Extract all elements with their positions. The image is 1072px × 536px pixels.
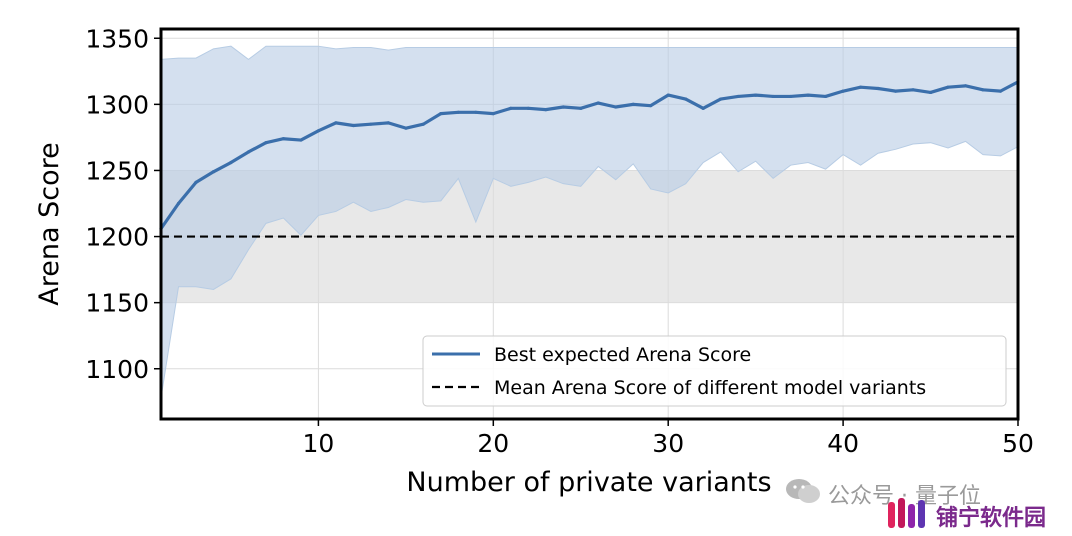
data-point [946,85,950,89]
data-point [684,97,688,101]
data-point [736,94,740,99]
plot-frame [159,27,1020,421]
series-layer [159,80,1020,231]
data-point [754,93,758,97]
data-point [596,101,600,105]
wechat-icon [786,479,820,503]
x-axis-title: Number of private variants [406,467,771,498]
data-point [841,89,845,93]
data-point [893,89,898,93]
data-point [998,89,1003,93]
legend-reference-label: Mean Arena Score of different model vari… [494,377,926,399]
data-point [229,160,233,165]
y-tick-label: 1100 [85,355,149,384]
watermark-brand: 铺宁软件园 [936,506,1047,531]
data-point [246,150,251,154]
data-point [561,105,565,109]
data-point [544,108,548,112]
data-point [456,110,460,114]
tick-layer: 10 20 30 40 50 1100 1150 1200 1250 1300 1350 [85,24,1034,458]
y-tick-label: 1200 [85,223,149,252]
watermark: 公众号 · 量子位 铺宁软件园 [780,470,1072,536]
brand-logo-icon [888,498,925,528]
data-point [981,88,985,92]
data-point [824,94,828,99]
y-tick-label: 1250 [85,156,149,185]
legend-box [422,335,1007,407]
data-point [264,141,268,145]
y-tick-label: 1150 [85,289,149,318]
data-point [369,122,373,126]
data-point [194,180,198,184]
data-point [666,93,670,97]
data-point [334,121,338,125]
data-point [176,201,181,206]
data-point [789,94,793,99]
data-point [928,90,933,95]
legend: Best expected Arena Score Mean Arena Sco… [422,335,1007,407]
data-point [701,106,705,110]
data-point [439,112,443,116]
data-point [579,106,583,110]
legend-series-label: Best expected Arena Score [494,344,751,366]
data-point [281,137,286,141]
data-point [911,88,915,92]
data-point [509,106,513,110]
data-point [876,86,880,91]
data-point [316,129,321,133]
x-tick-label: 40 [827,429,859,458]
x-tick-label: 30 [652,429,684,458]
y-tick-label: 1350 [85,24,149,53]
x-tick-label: 10 [303,429,335,458]
data-point [526,106,530,110]
data-point [806,93,810,97]
x-tick-label: 20 [477,429,509,458]
data-point [858,85,863,89]
data-point [299,138,303,142]
data-point [771,94,775,99]
data-point [404,126,408,130]
data-point [421,122,425,126]
data-point [631,102,635,106]
x-tick-label: 50 [1002,429,1034,458]
data-point [386,121,390,125]
data-point [614,105,618,109]
data-point [211,170,216,174]
data-point [649,104,653,108]
data-point [491,112,495,116]
data-point [351,123,355,128]
data-point [474,110,478,114]
data-point [963,84,968,88]
series-line-best-expected [159,80,1019,230]
y-tick-label: 1300 [85,90,149,119]
data-point [719,97,723,101]
y-axis-title: Arena Score [34,142,65,305]
